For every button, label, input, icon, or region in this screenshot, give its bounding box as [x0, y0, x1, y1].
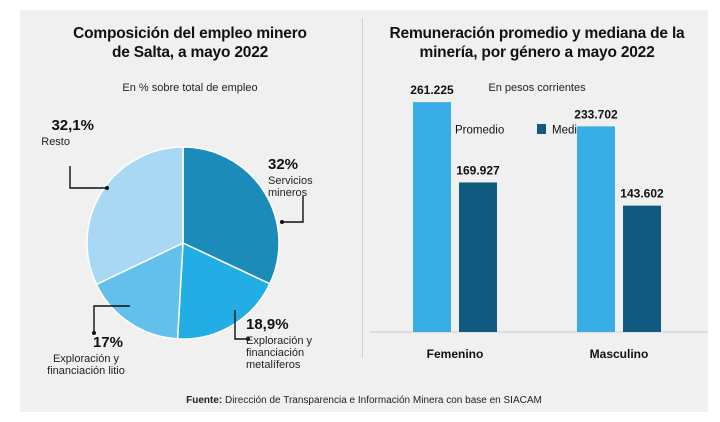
pie-subtitle: En % sobre total de empleo — [122, 82, 258, 94]
bar — [623, 205, 661, 332]
pie-title-line1: Composición del empleo minero — [73, 25, 307, 42]
pie-category-label: mineros — [268, 187, 308, 199]
source-text: Dirección de Transparencia e Información… — [222, 395, 542, 406]
pie-leader-dot — [92, 331, 96, 335]
bar-subtitle: En pesos corrientes — [488, 82, 586, 94]
bar — [577, 126, 615, 332]
pie-leader-line — [234, 310, 248, 340]
pie-leader-dot — [105, 186, 109, 190]
pie-slice — [86, 146, 184, 286]
bar-title-line1: Remuneración promedio y mediana de la — [389, 25, 685, 42]
pie-slice — [182, 146, 280, 285]
pie-pct-label: 17% — [93, 334, 123, 351]
pie-category-label: Servicios — [268, 175, 313, 187]
legend-label: Promedio — [455, 125, 504, 137]
pie-slice — [176, 241, 271, 340]
pie-slice — [95, 241, 184, 340]
bar-title: Remuneración promedio y mediana de la mi… — [366, 24, 708, 62]
pie-title-line2: de Salta, a mayo 2022 — [111, 44, 269, 61]
chart-divider — [362, 18, 363, 358]
pie-leader-line — [93, 305, 130, 333]
bar-value-label: 233.702 — [574, 107, 618, 121]
pie-leader-dot — [280, 220, 284, 224]
pie-category-label: financiación — [246, 347, 304, 359]
pie-leader-dot — [246, 337, 250, 341]
pie-category-label: Resto — [41, 136, 70, 148]
bar-value-label: 169.927 — [456, 163, 500, 177]
pie-title: Composición del empleo minero de Salta, … — [30, 24, 350, 62]
bar-category-label: Masculino — [590, 347, 649, 361]
source-note: Fuente: Dirección de Transparencia e Inf… — [20, 395, 708, 406]
bar — [413, 102, 451, 332]
bar-category-label: Femenino — [427, 347, 484, 361]
pie-category-label: metalíferos — [246, 359, 301, 371]
bar-value-label: 143.602 — [620, 187, 664, 201]
bar-value-label: 261.225 — [410, 83, 454, 97]
bar — [459, 182, 497, 332]
infographic-panel: Composición del empleo minero de Salta, … — [20, 10, 708, 412]
pie-leader-line — [69, 166, 107, 189]
pie-leader-line — [282, 196, 304, 223]
pie-pct-label: 32,1% — [51, 117, 94, 134]
pie-pct-label: 32% — [268, 156, 298, 173]
pie-pct-label: 18,9% — [246, 316, 289, 333]
bar-title-line2: minería, por género a mayo 2022 — [419, 44, 655, 61]
pie-category-label: financiación litio — [47, 365, 125, 377]
bar-chart: Promedio Mediana261.225169.927Femenino233… — [370, 83, 708, 361]
pie-category-label: Exploración y — [53, 353, 120, 365]
pie-category-label: Exploración y — [246, 335, 313, 347]
legend-swatch — [537, 124, 546, 134]
source-label: Fuente: — [186, 395, 223, 406]
